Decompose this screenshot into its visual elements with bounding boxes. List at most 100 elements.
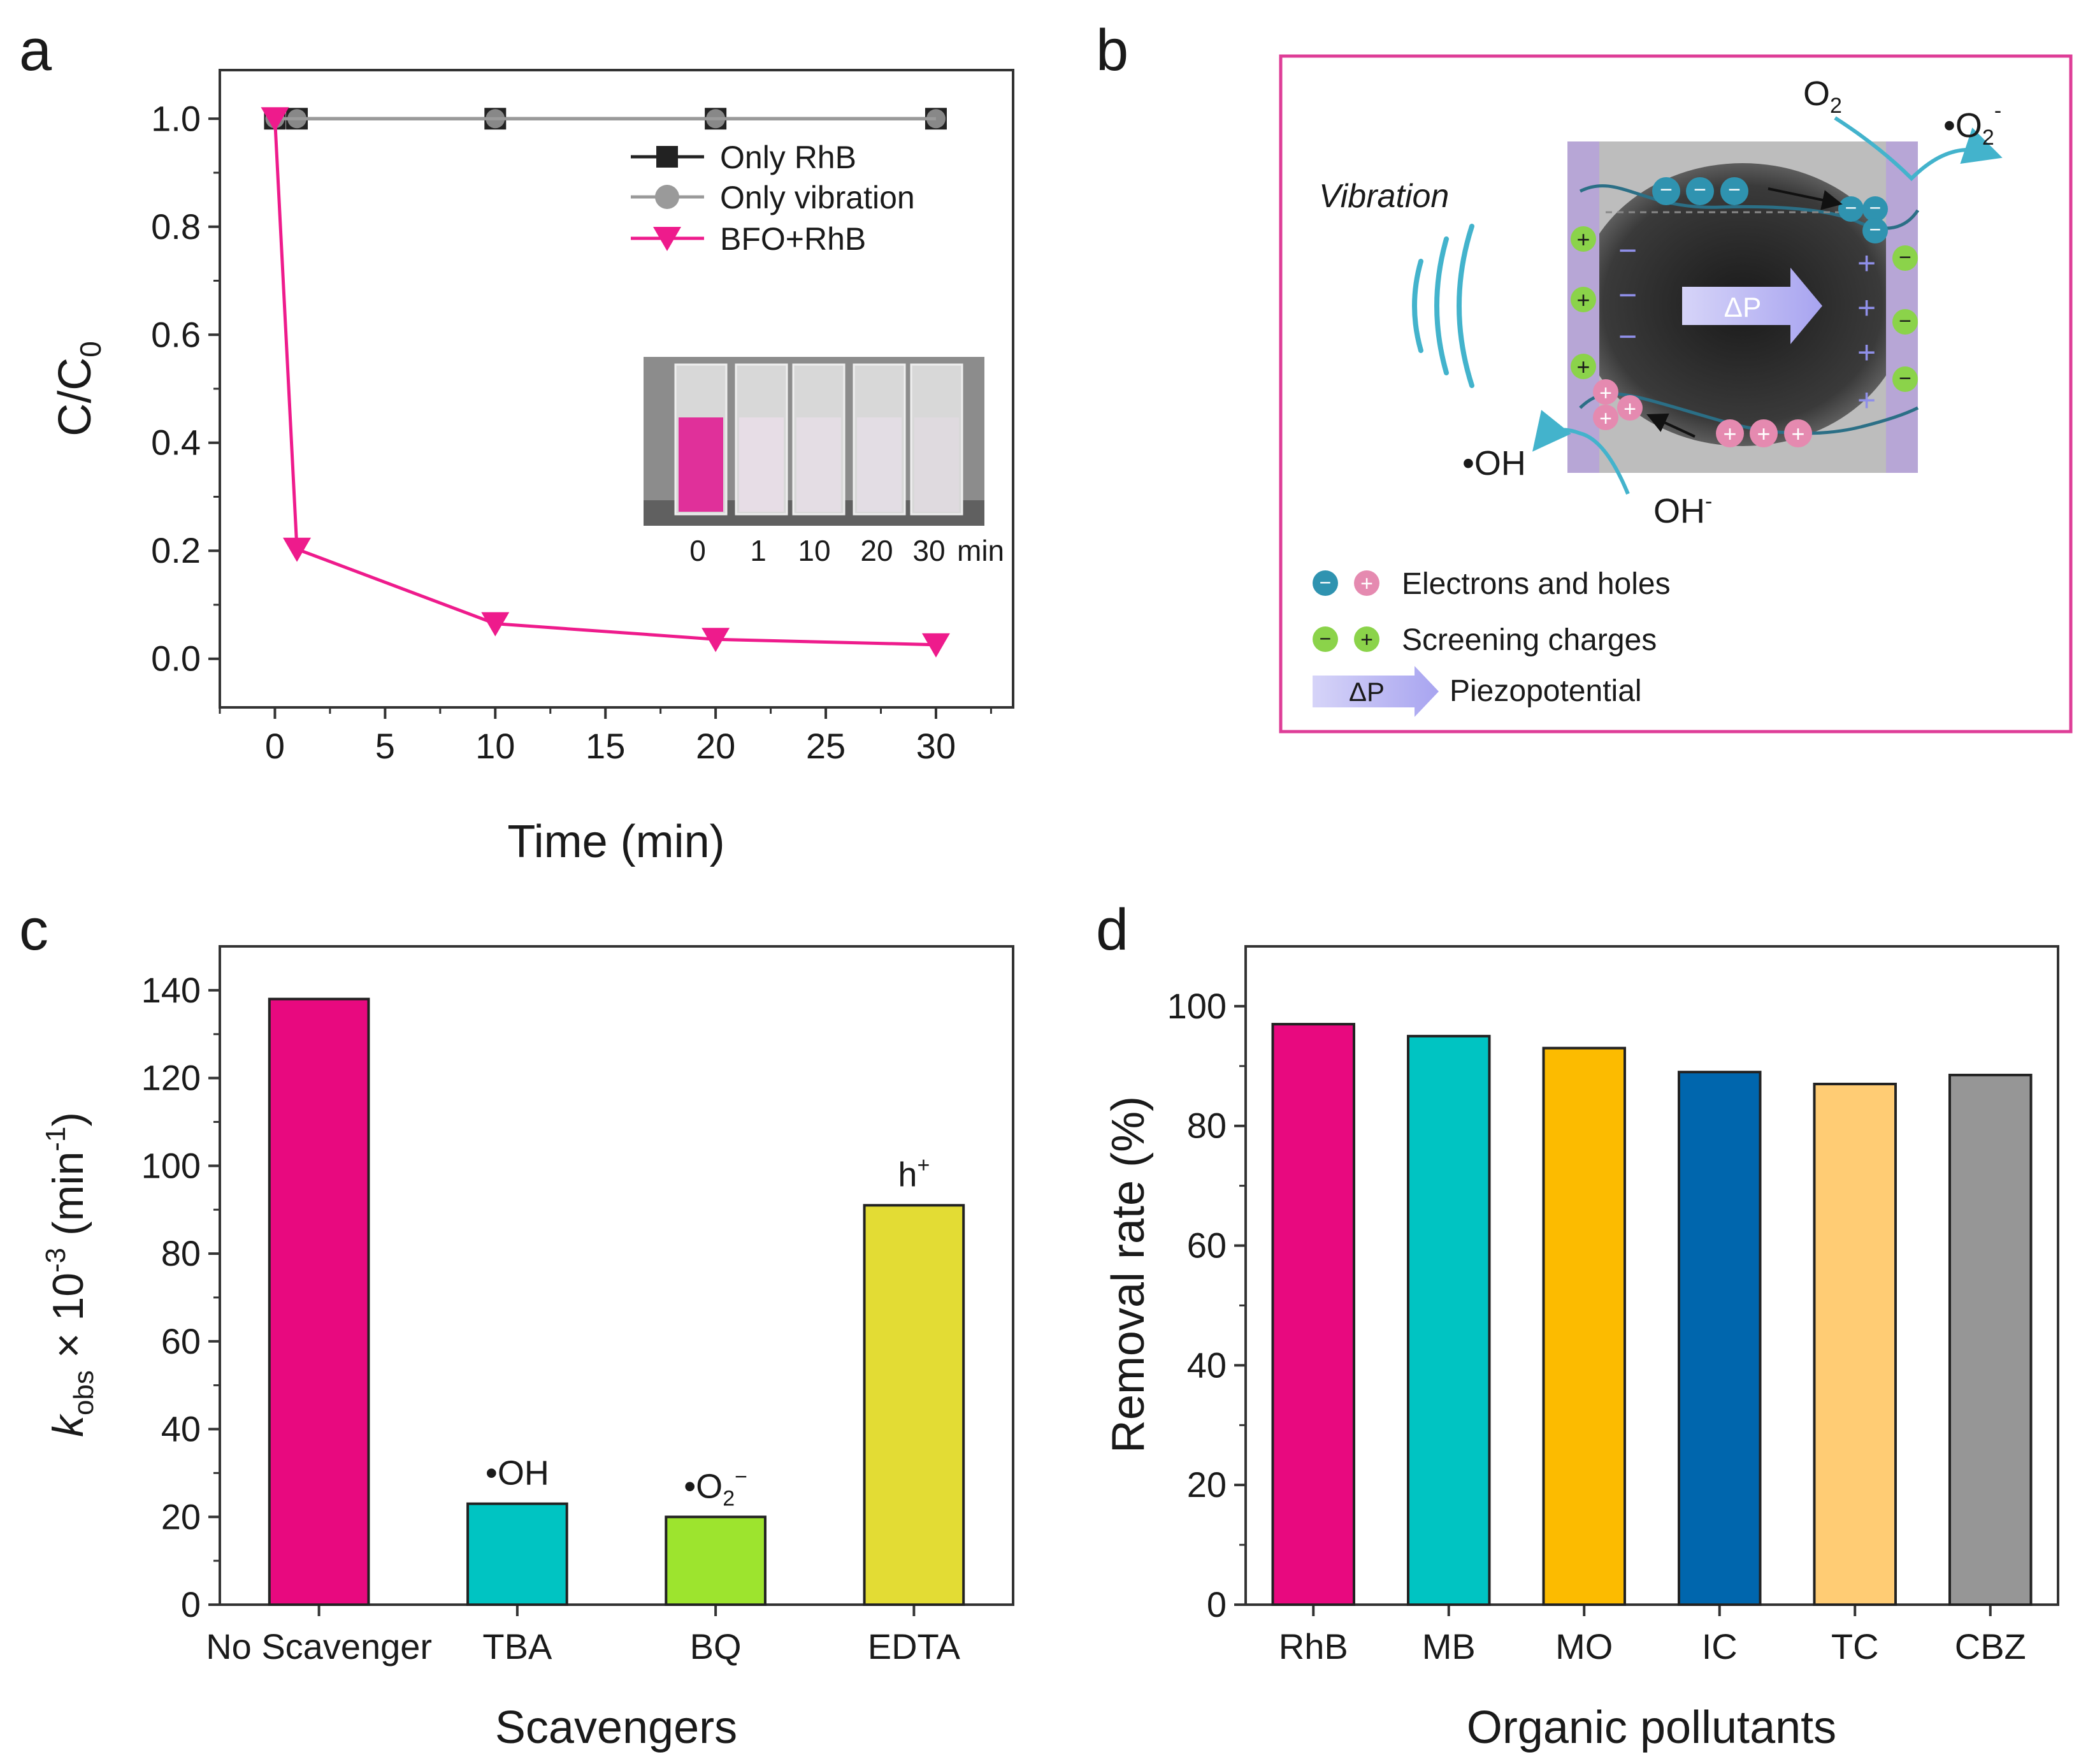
y-tick-label: 40: [1187, 1345, 1227, 1385]
bar-edta: [863, 1204, 965, 1606]
svg-text:+: +: [1857, 335, 1876, 370]
panel-b-letter: b: [1096, 18, 1128, 83]
annotation-tba: •OH: [486, 1454, 549, 1493]
panel-a-ticks: 0 5 10 15 20 25 300.00.20.40.60.81.0: [151, 98, 992, 766]
panel-a-inset-photo: 0 1 10 20 30 min: [644, 357, 1004, 567]
o2-reduction-arrow: [1834, 116, 2003, 182]
svg-text:−: −: [1320, 627, 1332, 650]
svg-text:−: −: [1845, 196, 1857, 219]
panel-d-letter: d: [1096, 897, 1128, 962]
panel-c-ticks: 0 20 40 60 80 100 120 140 No Scavenger TBA BQ EDTA: [141, 970, 961, 1666]
svg-text:−: −: [1618, 319, 1637, 354]
point-bfo-rhb-0: [261, 107, 289, 132]
svg-text:+: +: [1857, 290, 1876, 326]
x-tick-label: 25: [806, 726, 846, 766]
svg-text:−: −: [1618, 233, 1637, 268]
svg-text:−: −: [1660, 178, 1673, 202]
superoxide-label: •O2-: [1943, 99, 2001, 150]
y-tick-label: 1.0: [151, 98, 201, 138]
x-tick-label-tc: TC: [1831, 1626, 1879, 1666]
point-bfo-rhb-1: [283, 537, 312, 562]
bar-no-scavenger: [268, 997, 370, 1606]
y-tick-label: 100: [1167, 986, 1227, 1026]
y-tick-label: 0.2: [151, 530, 201, 570]
oh-ion-label: OH-: [1653, 489, 1712, 530]
screening-charges: + + + − − −: [1571, 226, 1918, 392]
point-bfo-rhb-10: [481, 612, 510, 637]
point-only-vibration-10: [486, 109, 505, 129]
bar-bq: [665, 1515, 767, 1606]
bound-charges: − − − + + + +: [1618, 233, 1876, 418]
y-tick-label: 60: [1187, 1225, 1227, 1266]
inset-unit: min: [957, 534, 1004, 567]
y-tick-label: 80: [1187, 1106, 1227, 1146]
panel-c-letter: c: [19, 897, 48, 962]
bar-tc: [1813, 1082, 1897, 1607]
panel-c-bars: [268, 997, 965, 1607]
bar-tba: [466, 1502, 568, 1607]
x-tick-label-edta: EDTA: [868, 1626, 961, 1666]
panel-c-plot-frame: [219, 945, 1014, 1606]
y-tick-label: 40: [161, 1409, 201, 1449]
legend-dp-arrow: [1313, 666, 1439, 717]
vibration-waves: [1412, 224, 1474, 388]
svg-text:−: −: [1899, 245, 1911, 270]
svg-text:−: −: [1618, 277, 1637, 313]
x-tick-label: 0: [265, 726, 285, 766]
oh-oxidation-arrow: [1532, 410, 1630, 495]
panel-b-schematic: ΔP − − − − − − + + + + + + − − − + +: [1279, 54, 2073, 734]
bar-mo: [1542, 1046, 1626, 1607]
legend-dp-text: ΔP: [1349, 677, 1385, 707]
svg-text:+: +: [1857, 245, 1876, 281]
svg-text:+: +: [1723, 421, 1736, 447]
inset-label-1: 1: [750, 534, 767, 567]
panel-a-letter: a: [19, 18, 52, 83]
svg-text:+: +: [1599, 407, 1612, 431]
point-bfo-rhb-20: [702, 628, 730, 653]
y-tick-label: 0: [181, 1584, 201, 1624]
vial-liquid-1: [739, 417, 784, 512]
svg-text:+: +: [1599, 381, 1612, 405]
y-tick-label: 20: [161, 1496, 201, 1536]
inset-label-30: 30: [912, 534, 945, 567]
panel-c-annotations: •OH •O2− h+: [486, 1153, 930, 1510]
holes-bottom: + + + + + +: [1593, 379, 1812, 447]
bar-mb: [1407, 1034, 1491, 1606]
legend-label-only-vibration: Only vibration: [720, 180, 915, 215]
y-tick-label: 100: [141, 1145, 201, 1185]
svg-text:+: +: [1757, 421, 1770, 447]
x-tick-label: 5: [375, 726, 395, 766]
x-tick-label-bq: BQ: [690, 1626, 742, 1666]
point-only-vibration-30: [926, 109, 946, 129]
panel-d-plot-frame: [1244, 945, 2059, 1606]
x-tick-label-no-scavenger: No Scavenger: [206, 1626, 432, 1666]
delta-p-label: ΔP: [1724, 292, 1762, 323]
vial-liquid-0: [679, 417, 723, 512]
bar-ic: [1678, 1071, 1762, 1606]
svg-text:+: +: [1791, 421, 1804, 447]
y-tick-label: 60: [161, 1321, 201, 1361]
vial-liquid-10: [796, 417, 841, 512]
svg-text:+: +: [1623, 397, 1636, 421]
x-tick-label-tba: TBA: [482, 1626, 552, 1666]
electrons-top: − − − − − −: [1652, 177, 1888, 243]
legend-piezo: Piezopotential: [1450, 674, 1642, 708]
svg-text:−: −: [1869, 196, 1882, 219]
bar-rhb: [1271, 1023, 1355, 1606]
panel-d-bars: [1271, 1023, 2033, 1607]
svg-text:−: −: [1869, 218, 1882, 241]
x-tick-label-ic: IC: [1702, 1626, 1738, 1666]
svg-text:−: −: [1694, 178, 1706, 202]
panel-b-frame: [1279, 54, 2073, 734]
y-tick-label: 80: [161, 1233, 201, 1273]
svg-text:+: +: [1576, 354, 1590, 380]
y-tick-label: 20: [1187, 1464, 1227, 1505]
point-bfo-rhb-30: [921, 633, 950, 658]
panel-b-legend: − + Electrons and holes − + Screening ch…: [1313, 567, 1671, 717]
inset-label-10: 10: [798, 534, 830, 567]
svg-text:−: −: [1899, 309, 1911, 333]
panel-a-chart: 0 5 10 15 20 25 300.00.20.40.60.81.0 Time (min…: [50, 69, 1014, 867]
delta-p-arrow: [1682, 268, 1822, 344]
